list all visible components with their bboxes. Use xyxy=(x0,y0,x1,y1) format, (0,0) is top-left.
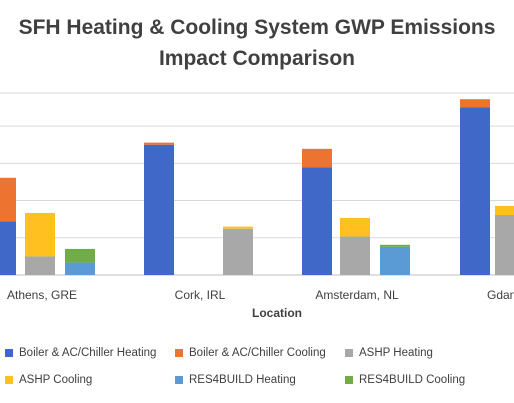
legend-swatch xyxy=(345,349,353,357)
bars xyxy=(0,99,514,276)
chart-title-line-1: SFH Heating & Cooling System GWP Emissio… xyxy=(18,16,496,39)
legend-swatch xyxy=(345,376,353,384)
bar-res4build-heating-0 xyxy=(65,262,95,275)
bar-ashp-cooling-1 xyxy=(223,226,253,229)
legend-label: RES4BUILD Cooling xyxy=(359,374,466,386)
bar-boiler-ac-chiller-cooling-2 xyxy=(302,148,332,168)
x-tick-label: Gdan xyxy=(487,288,514,302)
bar-ashp-cooling-0 xyxy=(25,212,55,257)
legend-swatch xyxy=(175,349,183,357)
legend-label: Boiler & AC/Chiller Cooling xyxy=(189,347,326,359)
legend: Boiler & AC/Chiller Heating Boiler & AC/C… xyxy=(0,340,514,400)
bar-boiler-ac-chiller-heating-3 xyxy=(460,107,490,276)
x-tick-label: Athens, GRE xyxy=(7,288,77,302)
legend-item: RES4BUILD Heating xyxy=(175,374,296,386)
legend-swatch xyxy=(5,349,13,357)
legend-label: Boiler & AC/Chiller Heating xyxy=(19,347,157,359)
bar-boiler-ac-chiller-cooling-3 xyxy=(460,99,490,108)
legend-label: ASHP Cooling xyxy=(19,374,93,386)
bar-ashp-heating-1 xyxy=(223,228,253,275)
x-axis-title: Location xyxy=(252,306,302,320)
bar-ashp-cooling-2 xyxy=(340,217,370,237)
bar-res4build-cooling-2 xyxy=(380,244,410,247)
bar-ashp-cooling-3 xyxy=(495,205,514,216)
x-tick-labels: Athens, GRE Cork, IRL Amsterdam, NL Gdan xyxy=(7,288,514,302)
bar-res4build-heating-2 xyxy=(380,246,410,275)
bar-boiler-ac-chiller-cooling-0 xyxy=(0,177,16,222)
bar-res4build-cooling-0 xyxy=(65,248,95,263)
chart-title-line-2: Impact Comparison xyxy=(158,47,356,70)
bar-ashp-heating-2 xyxy=(340,236,370,275)
x-tick-label: Amsterdam, NL xyxy=(315,288,399,302)
bar-ashp-heating-3 xyxy=(495,215,514,275)
bar-boiler-ac-chiller-heating-1 xyxy=(144,144,174,275)
bar-boiler-ac-chiller-cooling-1 xyxy=(144,142,174,145)
legend-swatch xyxy=(5,376,13,384)
x-tick-label: Cork, IRL xyxy=(175,288,226,302)
gridlines xyxy=(0,92,514,276)
plot-area: Athens, GRE Cork, IRL Amsterdam, NL Gdan xyxy=(0,92,514,302)
chart-title: SFH Heating & Cooling System GWP Emissio… xyxy=(0,12,514,74)
bar-boiler-ac-chiller-heating-2 xyxy=(302,167,332,275)
legend-item: ASHP Heating xyxy=(345,347,433,359)
bar-ashp-heating-0 xyxy=(25,256,55,275)
legend-item: ASHP Cooling xyxy=(5,374,92,386)
legend-swatch xyxy=(175,376,183,384)
legend-label: RES4BUILD Heating xyxy=(189,374,296,386)
legend-item: Boiler & AC/Chiller Heating xyxy=(5,347,156,359)
legend-item: RES4BUILD Cooling xyxy=(345,374,465,386)
legend-label: ASHP Heating xyxy=(359,347,433,359)
legend-item: Boiler & AC/Chiller Cooling xyxy=(175,347,326,359)
bar-boiler-ac-chiller-heating-0 xyxy=(0,221,16,275)
